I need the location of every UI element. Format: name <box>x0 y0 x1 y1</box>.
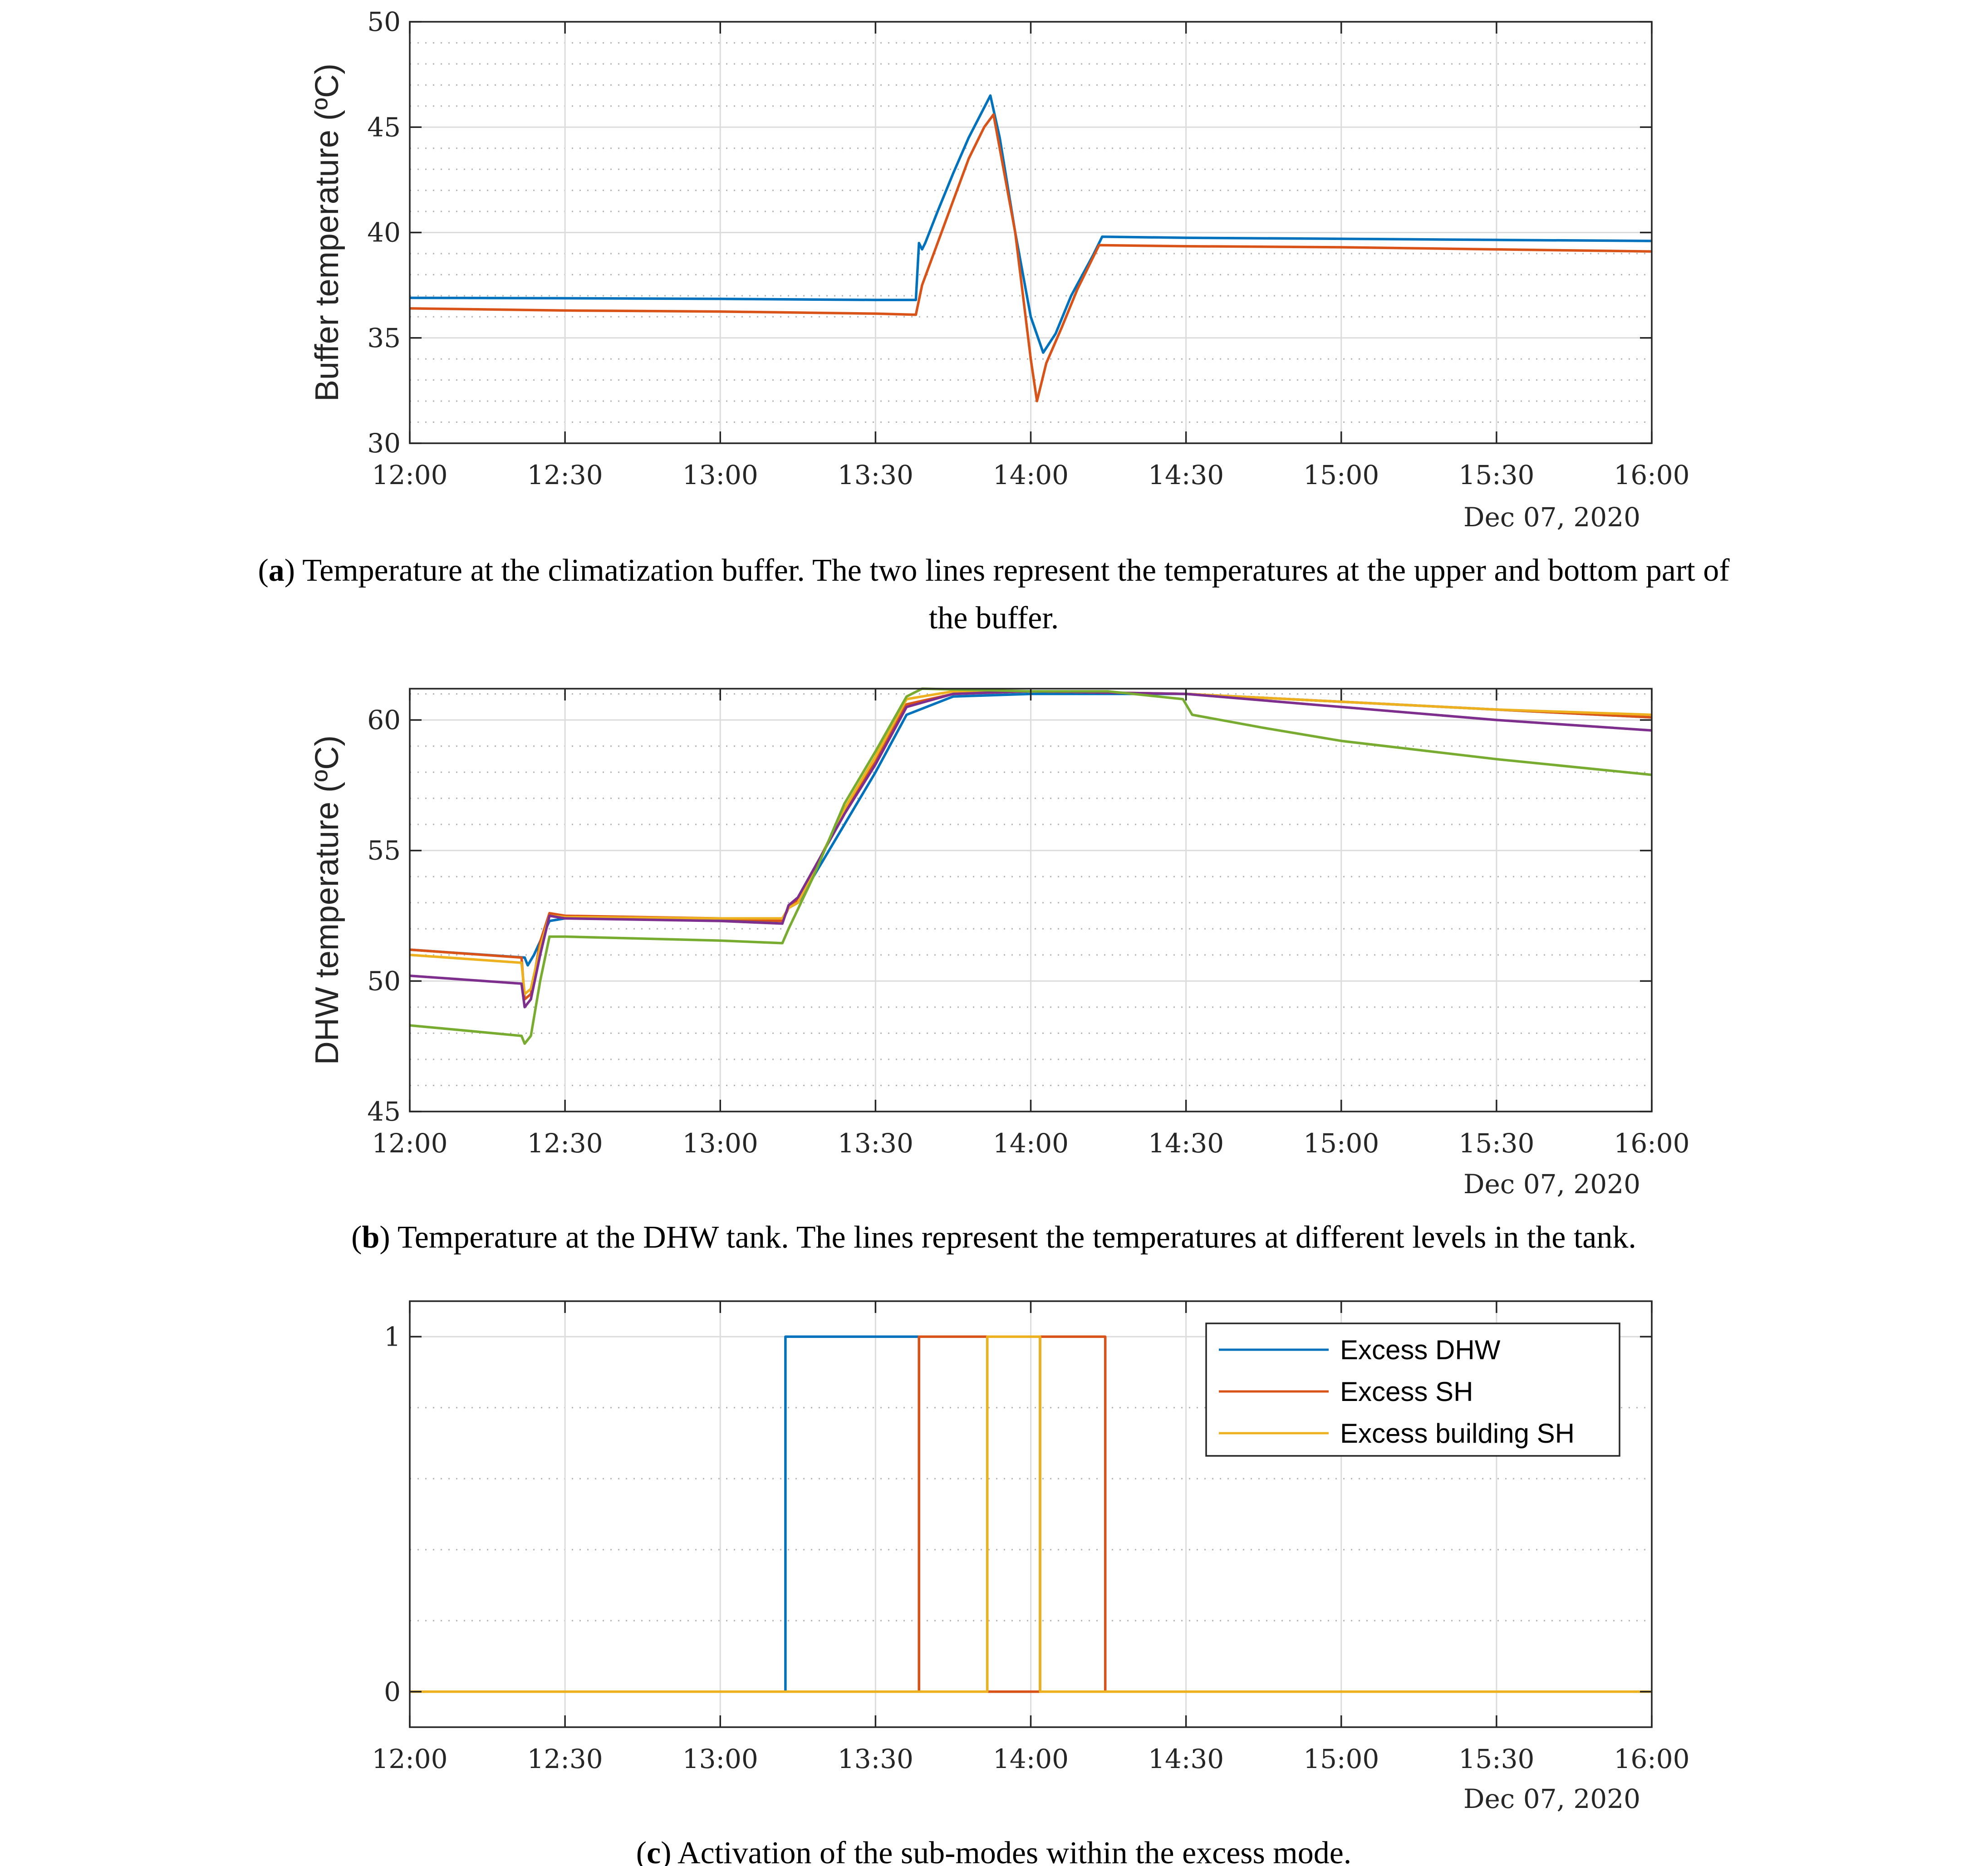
panel-a-y-axis-label: Buffer temperature (ºC) <box>309 64 345 402</box>
panel-b-caption-label: b <box>362 1220 379 1255</box>
panel-b-y-tick-label: 45 <box>367 1096 401 1127</box>
panel-c-x-tick-label: 16:00 <box>1614 1744 1689 1774</box>
panel-c-x-tick-label: 12:30 <box>527 1744 603 1774</box>
panel-a-x-tick-label: 15:00 <box>1303 460 1379 490</box>
panel-a: 12:00 12:30 13:00 13:30 14:00 14:30 15:00 15:30… <box>258 6 1730 636</box>
panel-c-caption-text: Activation of the sub-modes within the e… <box>671 1836 1351 1866</box>
panel-b-y-tick-label: 50 <box>367 965 401 996</box>
panel-b-x-tick-label: 13:30 <box>838 1128 913 1159</box>
panel-a-x-tick-label: 14:00 <box>993 460 1069 490</box>
panel-b-x-tick-label: 13:00 <box>682 1128 758 1159</box>
panel-c-x-tick-label: 13:00 <box>682 1744 758 1774</box>
panel-b-caption: (b) Temperature at the DHW tank. The lin… <box>351 1220 1636 1255</box>
panel-a-x-tick-label: 16:00 <box>1614 460 1689 490</box>
legend-entry-excess-sh: Excess SH <box>1340 1376 1473 1407</box>
panel-b: 12:00 12:30 13:00 13:30 14:00 14:30 15:00 15:30… <box>309 687 1690 1255</box>
panel-b-x-tick-label: 16:00 <box>1614 1128 1689 1159</box>
panel-c-y-tick-label: 1 <box>384 1321 401 1352</box>
panel-c-x-tick-label: 14:00 <box>993 1744 1069 1774</box>
panel-c-x-tick-label: 13:30 <box>838 1744 913 1774</box>
panel-a-y-tick-label: 40 <box>367 217 401 248</box>
panel-a-x-tick-label: 12:30 <box>527 460 603 490</box>
panel-c-y-tick-label: 0 <box>384 1676 401 1707</box>
panel-a-x-tick-label: 13:00 <box>682 460 758 490</box>
panel-a-caption-text: Temperature at the climatization buffer.… <box>295 553 1730 588</box>
panel-a-y-tick-label: 50 <box>367 6 401 37</box>
panel-b-tick-labels: 12:00 12:30 13:00 13:30 14:00 14:30 15:00 15:30… <box>367 689 1690 1159</box>
panel-c-date-label: Dec 07, 2020 <box>1463 1783 1640 1814</box>
panel-a-x-tick-label: 14:30 <box>1148 460 1224 490</box>
panel-a-caption-line-2: the buffer. <box>929 601 1059 636</box>
panel-b-y-tick-label: 55 <box>367 835 401 866</box>
panel-c-x-tick-label: 15:30 <box>1458 1744 1534 1774</box>
panel-a-y-tick-label: 45 <box>367 112 401 142</box>
panel-b-x-tick-label: 12:30 <box>527 1128 603 1159</box>
panel-b-x-tick-label: 14:00 <box>993 1128 1069 1159</box>
panel-b-series-level-5 <box>409 687 1652 1045</box>
panel-a-tick-labels: 12:00 12:30 13:00 13:30 14:00 14:30 15:00 15:30… <box>367 6 1689 490</box>
panel-b-y-tick-label: 60 <box>367 705 401 735</box>
panel-a-x-tick-label: 15:30 <box>1458 460 1534 490</box>
panel-a-y-tick-label: 30 <box>367 428 401 459</box>
panel-c-plot-lines <box>410 1335 1652 1693</box>
panel-c-legend: Excess DHW Excess SH Excess building SH <box>1205 1322 1620 1457</box>
panel-c-tick-labels: 12:00 12:30 13:00 13:30 14:00 14:30 15:00 15:30… <box>372 1301 1690 1774</box>
panel-a-caption-label: a <box>269 553 285 588</box>
legend-entry-excess-dhw: Excess DHW <box>1340 1335 1501 1365</box>
panel-c-series-excess-building-sh <box>410 1335 1652 1693</box>
panel-a-x-tick-label: 13:30 <box>838 460 913 490</box>
panel-a-plot-lines <box>409 94 1652 402</box>
panel-a-series-bottom <box>409 113 1652 402</box>
panel-b-series-level-4 <box>409 690 1652 1009</box>
panel-c-series-excess-sh <box>410 1335 1652 1693</box>
panel-b-x-tick-label: 12:00 <box>372 1128 447 1159</box>
panel-b-x-tick-label: 14:30 <box>1148 1128 1224 1159</box>
panel-c: 12:00 12:30 13:00 13:30 14:00 14:30 15:00 15:30… <box>372 1300 1690 1866</box>
panel-c-x-tick-label: 14:30 <box>1148 1744 1224 1774</box>
panel-b-date-label: Dec 07, 2020 <box>1463 1169 1640 1200</box>
panel-a-x-tick-label: 12:00 <box>372 460 447 490</box>
panel-a-y-tick-label: 35 <box>367 323 401 353</box>
panel-b-caption-text: Temperature at the DHW tank. The lines r… <box>390 1220 1636 1255</box>
panel-b-x-tick-label: 15:00 <box>1303 1128 1379 1159</box>
panel-c-x-tick-label: 12:00 <box>372 1744 447 1774</box>
panel-a-caption: (a) Temperature at the climatization buf… <box>258 553 1730 588</box>
legend-entry-excess-building-sh: Excess building SH <box>1340 1418 1575 1449</box>
panel-c-caption-label: c <box>647 1836 661 1866</box>
panel-b-x-tick-label: 15:30 <box>1458 1128 1534 1159</box>
panel-c-caption: (c) Activation of the sub-modes within t… <box>636 1836 1352 1866</box>
panel-c-x-tick-label: 15:00 <box>1303 1744 1379 1774</box>
panel-b-y-axis-label: DHW temperature (ºC) <box>309 735 345 1065</box>
panel-a-date-label: Dec 07, 2020 <box>1463 502 1640 533</box>
